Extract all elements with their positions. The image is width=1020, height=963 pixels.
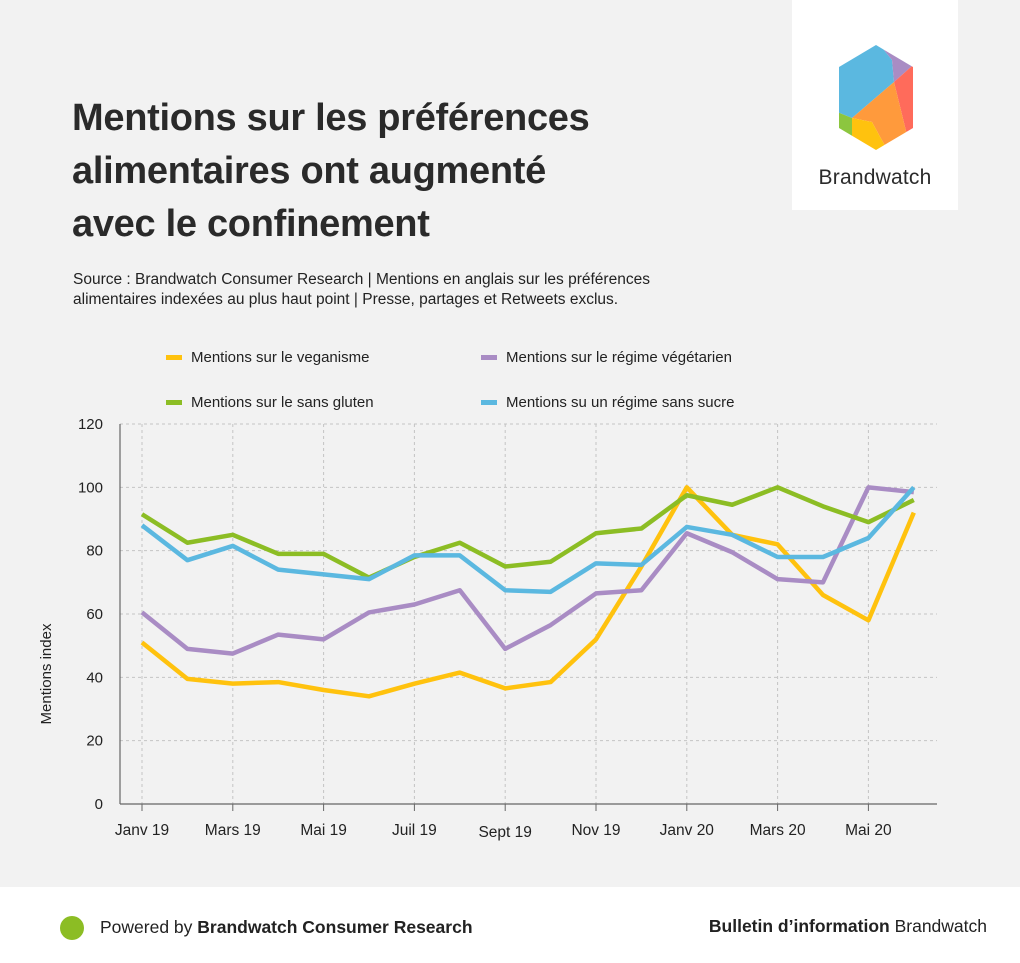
y-tick-label: 0 [95,796,103,813]
x-tick-label: Janv 20 [660,822,715,839]
x-tick-label: Sept 19 [478,824,531,841]
bulletin-brand: Brandwatch [889,916,987,936]
y-tick-label: 80 [86,543,103,560]
bulletin-bold: Bulletin d’information [708,916,890,936]
footer-dot-icon [60,916,84,940]
x-tick-label: Nov 19 [571,822,620,839]
legend-swatch [481,355,497,360]
legend-swatch [166,400,182,405]
line-chart: Mentions sur le veganisme Mentions sur le… [38,349,937,841]
logo-segment-red [894,66,913,135]
legend-swatch [166,355,182,360]
series-line-1 [140,485,915,656]
axes: 0 20 40 60 80 100 120 Janv 19 Mars 19 Mai 19 Juil … [78,416,937,841]
grid [120,423,937,804]
bulletin-credit: Bulletin d’information Brandwatch [709,916,987,937]
legend-swatch [481,400,497,405]
powered-by: Powered by Brandwatch Consumer Research [100,917,473,938]
legend: Mentions sur le veganisme Mentions sur le… [166,349,734,411]
y-tick-label: 20 [86,733,103,750]
series-line-0 [140,485,916,699]
source-note: Source : Brandwatch Consumer Research | … [73,271,650,308]
page-title: Mentions sur les préférences alimentaire… [72,97,590,245]
series-line-3 [140,485,916,595]
legend-label: Mentions sur le sans gluten [191,394,374,411]
brandwatch-logo-card: Brandwatch [792,0,958,210]
powered-prefix: Powered by [100,917,198,937]
x-tick-label: Juil 19 [392,822,437,839]
series-lines [140,485,916,699]
x-tick-label: Janv 19 [115,822,169,839]
powered-brand: Brandwatch Consumer Research [197,917,473,937]
y-axis-label: Mentions index [38,623,55,724]
x-tick-label: Mai 19 [300,822,347,839]
x-tick-label: Mars 20 [750,822,806,839]
y-tick-label: 120 [78,416,103,433]
legend-label: Mentions su un régime sans sucre [506,394,734,411]
brandwatch-logo-icon [839,45,913,150]
x-tick-label: Mars 19 [205,822,261,839]
brand-name: Brandwatch [818,166,932,189]
legend-label: Mentions sur le veganisme [191,349,369,366]
y-tick-label: 40 [86,669,103,686]
y-tick-label: 100 [78,479,103,496]
y-tick-label: 60 [86,606,103,623]
x-tick-label: Mai 20 [845,822,892,839]
logo-segment-orange [852,82,907,150]
footer: Powered by Brandwatch Consumer Research … [0,887,1020,963]
legend-label: Mentions sur le régime végétarien [506,349,732,366]
series-line-2 [140,485,915,580]
